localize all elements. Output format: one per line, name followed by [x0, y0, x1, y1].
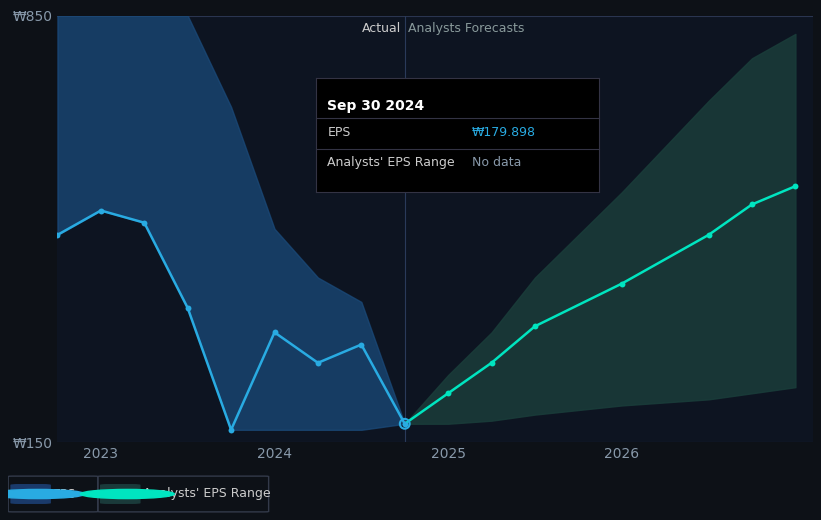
- Point: [398, 420, 411, 428]
- Text: Actual: Actual: [362, 22, 401, 35]
- Point: [94, 206, 108, 215]
- Point: [224, 426, 237, 434]
- Point: [615, 279, 628, 288]
- Text: EPS: EPS: [328, 126, 351, 139]
- Text: EPS: EPS: [53, 488, 76, 500]
- FancyBboxPatch shape: [100, 484, 140, 504]
- Point: [51, 231, 64, 239]
- FancyBboxPatch shape: [11, 484, 51, 504]
- Circle shape: [80, 489, 174, 499]
- Point: [311, 359, 324, 367]
- Point: [745, 200, 759, 209]
- Point: [268, 328, 281, 336]
- Text: Analysts' EPS Range: Analysts' EPS Range: [143, 488, 270, 500]
- Point: [181, 304, 195, 312]
- Point: [485, 359, 498, 367]
- Point: [529, 322, 542, 330]
- Point: [702, 231, 715, 239]
- Text: Analysts' EPS Range: Analysts' EPS Range: [328, 156, 455, 169]
- Point: [789, 182, 802, 190]
- Text: No data: No data: [472, 156, 521, 169]
- Circle shape: [0, 489, 85, 499]
- Point: [442, 389, 455, 397]
- Text: Sep 30 2024: Sep 30 2024: [328, 99, 424, 113]
- Point: [355, 341, 368, 349]
- Text: Analysts Forecasts: Analysts Forecasts: [408, 22, 525, 35]
- Text: ₩179.898: ₩179.898: [472, 126, 536, 139]
- Point: [138, 218, 151, 227]
- Point: [398, 420, 411, 428]
